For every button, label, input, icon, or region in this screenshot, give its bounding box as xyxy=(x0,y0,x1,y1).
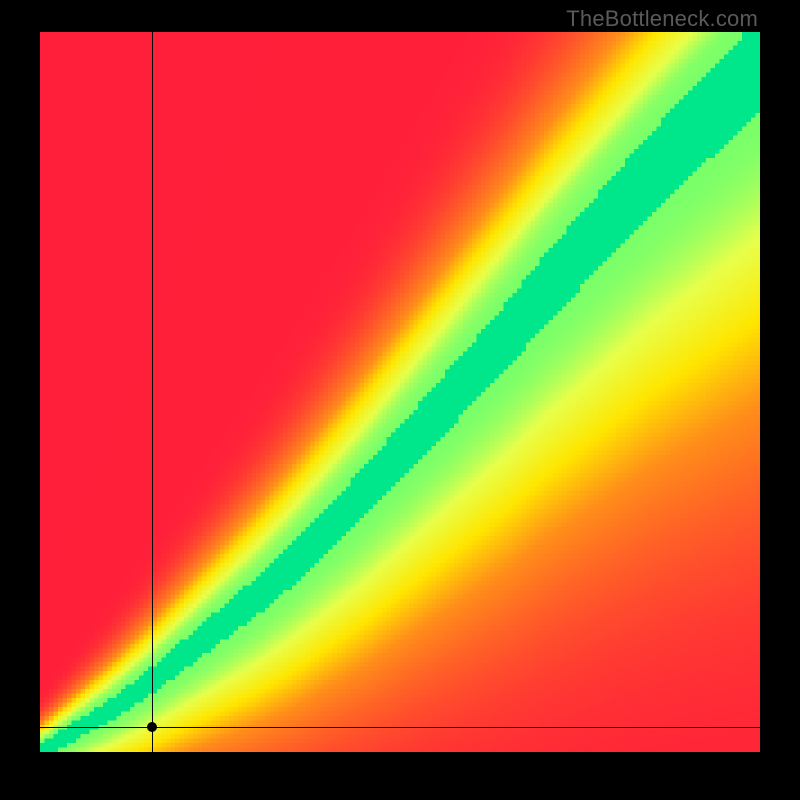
watermark-text: TheBottleneck.com xyxy=(566,6,758,32)
crosshair-vertical xyxy=(152,32,153,752)
selected-point-marker xyxy=(147,722,157,732)
heatmap-canvas xyxy=(40,32,760,752)
plot-area xyxy=(40,32,760,752)
